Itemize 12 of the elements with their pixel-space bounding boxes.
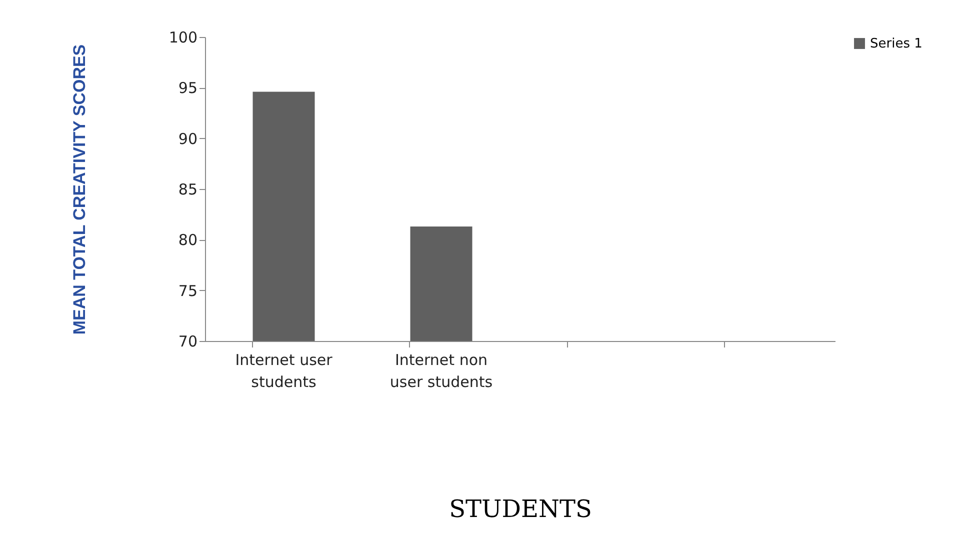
y-tick-label: 75: [178, 282, 198, 300]
y-tick-label: 100: [168, 28, 198, 46]
x-axis-title: STUDENTS: [449, 495, 592, 523]
y-tick-label: 90: [178, 130, 198, 148]
x-tick-label: Internet user students: [235, 351, 334, 391]
x-tick-label: Internet non user students: [390, 351, 493, 391]
y-tick-label: 70: [178, 332, 198, 350]
y-axis-title: MEAN TOTAL CREATIVITY SCORES: [70, 44, 89, 335]
y-tick-label: 85: [178, 180, 198, 198]
y-tick-label: 95: [178, 79, 198, 98]
legend-label: Series 1: [870, 36, 922, 52]
y-tick-label: 80: [178, 231, 198, 250]
